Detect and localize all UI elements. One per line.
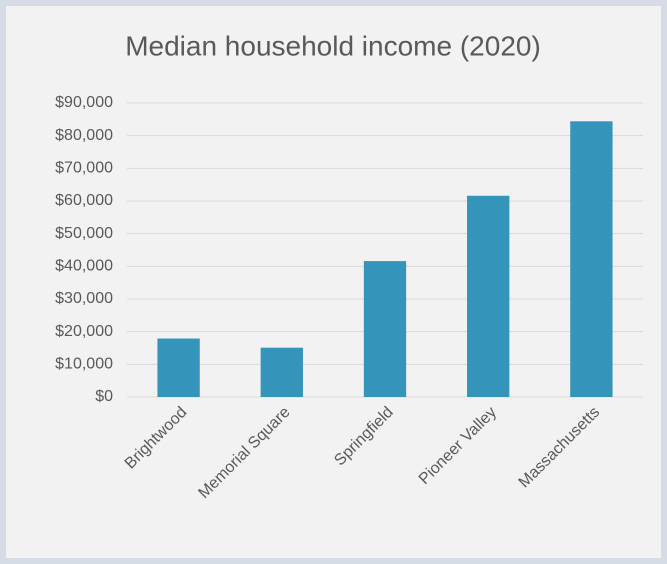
y-tick-label: $80,000	[55, 127, 113, 144]
y-tick-label: $20,000	[55, 323, 113, 340]
chart-title: Median household income (2020)	[125, 30, 541, 61]
y-tick-label: $40,000	[55, 258, 113, 275]
bar	[467, 195, 510, 397]
y-tick-label: $30,000	[55, 290, 113, 307]
y-tick-label: $10,000	[55, 356, 113, 373]
y-tick-label: $90,000	[55, 94, 113, 111]
chart-area	[6, 6, 661, 558]
y-tick-label: $60,000	[55, 192, 113, 209]
bar	[157, 338, 200, 397]
bar	[260, 347, 303, 397]
bar	[363, 261, 407, 397]
y-tick-label: $70,000	[55, 160, 113, 177]
y-tick-label: $50,000	[55, 225, 113, 242]
y-tick-label: $0	[95, 388, 113, 405]
bar	[570, 121, 613, 397]
